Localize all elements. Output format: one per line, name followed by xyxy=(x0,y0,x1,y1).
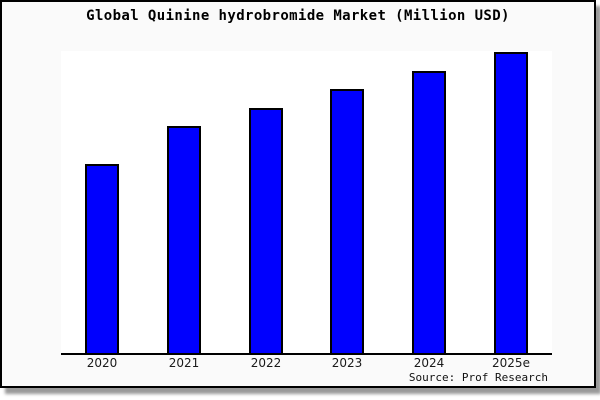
bar-2023 xyxy=(330,89,364,353)
x-tick-label: 2021 xyxy=(168,356,200,370)
bar-2024 xyxy=(412,71,446,353)
bar-2022 xyxy=(249,108,283,353)
x-tick-label: 2025e xyxy=(492,356,530,370)
chart-panel: Global Quinine hydrobromide Market (Mill… xyxy=(0,0,596,388)
bar-2025e xyxy=(494,52,528,353)
source-text: Source: Prof Research xyxy=(408,371,548,384)
x-tick-label: 2023 xyxy=(331,356,363,370)
bar-2020 xyxy=(85,164,119,353)
x-tick-label: 2022 xyxy=(250,356,282,370)
x-tick-label: 2024 xyxy=(413,356,445,370)
chart-title: Global Quinine hydrobromide Market (Mill… xyxy=(86,8,510,24)
plot-area xyxy=(61,51,552,355)
x-tick-label: 2020 xyxy=(86,356,118,370)
bar-2021 xyxy=(167,126,201,353)
